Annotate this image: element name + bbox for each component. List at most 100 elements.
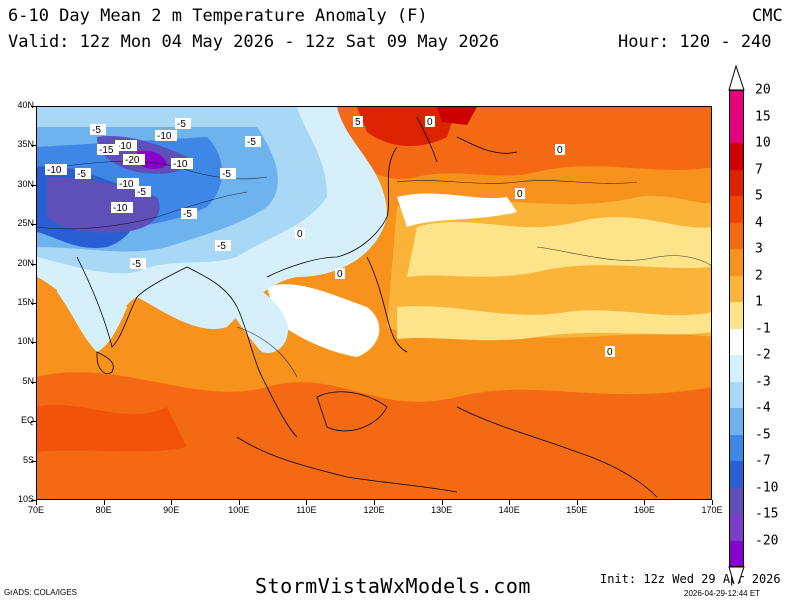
longitude-tick (238, 500, 240, 505)
latitude-label: 35N (17, 139, 34, 150)
latitude-tick (31, 460, 36, 462)
longitude-tick (374, 500, 375, 505)
contour-label: 0 (557, 145, 563, 156)
contour-label-bg (605, 346, 615, 357)
colorbar-label: 15 (755, 109, 771, 124)
contour-label: -10 (117, 141, 132, 152)
longitude-label: 80E (95, 505, 112, 515)
contour-labels: -5-10-10-15-20 -10-10-5-5-5-5-10 -5 -5-5-10… (45, 116, 615, 358)
contour-label: -10 (157, 131, 172, 142)
site-watermark: StormVistaWxModels.com (255, 574, 531, 598)
colorbar-swatch (729, 461, 744, 488)
longitude-tick (644, 500, 646, 505)
colorbar-label: 3 (755, 241, 763, 257)
colorbar-swatch (729, 143, 744, 170)
contour-label: -10 (113, 203, 128, 214)
colorbar-swatch (729, 302, 744, 329)
longitude-tick (36, 500, 37, 505)
colorbar-swatch (729, 275, 744, 302)
contour-label: -20 (125, 155, 140, 166)
colorbar-label: -20 (755, 533, 779, 548)
latitude-tick (31, 263, 36, 265)
latitude-tick (31, 184, 36, 186)
colorbar-label: -10 (755, 480, 779, 495)
latitude-label: EQ (20, 415, 34, 426)
contour-label-bg (295, 228, 305, 239)
longitude-tick (712, 500, 713, 505)
contour-label-bg (75, 168, 91, 179)
colorbar-swatch (729, 222, 744, 249)
colorbar-label: 1 (755, 294, 763, 310)
contour-label: -5 (137, 187, 146, 198)
longitude-label: 110E (296, 505, 317, 515)
colorbar-label: 2 (755, 268, 763, 283)
colorbar-label: 5 (755, 188, 763, 204)
contour-label: -5 (177, 119, 186, 130)
colorbar-swatch (729, 487, 744, 514)
latitude-tick (31, 145, 36, 147)
contour-label: 0 (297, 229, 303, 240)
colorbar-label: -1 (755, 321, 771, 336)
colorbar-swatch (729, 196, 744, 223)
colorbar-top-arrow (728, 64, 745, 91)
valid-period: Valid: 12z Mon 04 May 2026 - 12z Sat 09 … (8, 32, 500, 52)
contour-label-bg (245, 136, 261, 147)
latitude-tick (31, 106, 36, 107)
longitude-tick (171, 500, 173, 505)
colorbar-swatch (729, 514, 744, 541)
contour-label-bg (215, 240, 231, 251)
latitude-label: 5S (22, 454, 34, 465)
latitude-tick (31, 303, 36, 304)
contour-label-bg (353, 116, 363, 127)
longitude-label: 120E (363, 505, 385, 515)
colorbar-label: -15 (755, 506, 779, 522)
contour-label: -5 (247, 137, 256, 148)
contour-label-bg (171, 158, 193, 169)
colorbar-swatch (729, 116, 744, 143)
longitude-tick (103, 500, 105, 505)
contour-label-bg (123, 154, 145, 165)
contour-label: -15 (99, 145, 114, 156)
colorbar-swatch (729, 381, 744, 408)
longitude-tick (509, 500, 511, 505)
contour-label-bg (115, 140, 137, 151)
contour-label: 0 (337, 269, 343, 280)
grads-credit: GrADS: COLA/IGES (4, 588, 77, 597)
latitude-tick (31, 381, 36, 383)
contour-label-bg (97, 144, 119, 155)
longitude-label: 140E (498, 505, 520, 515)
longitude-tick (306, 500, 308, 505)
colorbar-label: -3 (755, 374, 771, 389)
longitude-tick (441, 500, 443, 505)
contour-label-bg (130, 258, 146, 269)
contour-label: -5 (77, 169, 86, 180)
longitude-label: 100E (228, 505, 250, 515)
latitude-label: 20N (17, 257, 34, 268)
contour-label: -10 (119, 179, 134, 190)
contour-label: 5 (355, 117, 361, 128)
generation-timestamp: 2026-04-29-12:44 ET (684, 589, 761, 598)
contour-label: -5 (183, 209, 192, 220)
latitude-label: 10N (17, 336, 34, 347)
latitude-label: 30N (17, 178, 34, 189)
colorbar-label: -2 (755, 347, 771, 363)
contour-label-bg (117, 178, 139, 189)
colorbar-label: 4 (755, 215, 763, 230)
contour-label: 0 (427, 117, 433, 128)
contour-label: -10 (47, 165, 62, 176)
colorbar-label: -7 (755, 453, 771, 469)
colorbar-label: -4 (755, 400, 771, 416)
contour-label-bg (555, 144, 565, 155)
temperature-anomaly-map: -5-10-10-15-20 -10-10-5-5-5-5-10 -5 -5-5-10… (37, 107, 711, 499)
longitude-label: 170E (701, 505, 723, 515)
latitude-tick (31, 500, 36, 501)
latitude-label: 15N (17, 297, 34, 307)
colorbar-swatch (729, 169, 744, 196)
map-panel: -5 -10 -10 -15 -20 -10 -10 -5 -5 -5 -5 -10 -5 -5 -5 -10… (36, 106, 712, 500)
contour-label: -10 (173, 159, 188, 170)
contour-label-bg (515, 188, 525, 199)
contour-label: -5 (132, 259, 141, 270)
latitude-label: 5N (22, 375, 34, 386)
contour-label: 0 (607, 347, 613, 358)
colorbar-label: 7 (755, 162, 763, 177)
